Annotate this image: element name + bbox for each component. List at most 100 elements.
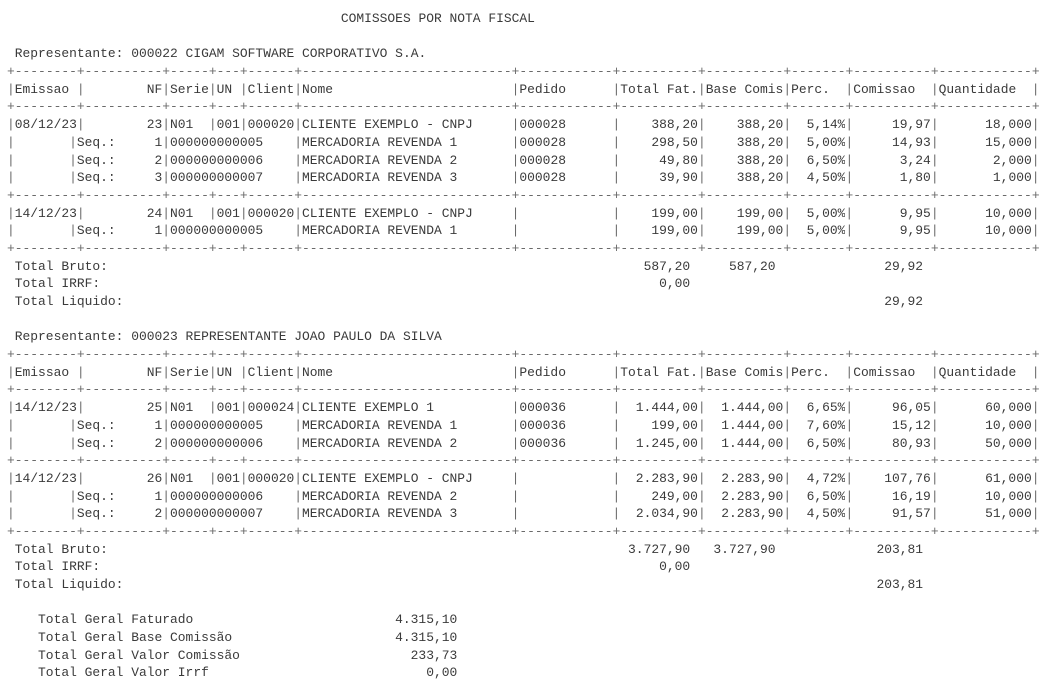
item-row: | |Seq.: 2|000000000006 |MERCADORIA REVEND… [7, 152, 1040, 170]
table-separator: +--------+----------+-----+---+------+--… [7, 452, 1040, 470]
table-border: | [612, 488, 621, 504]
table-border: | [612, 117, 621, 133]
table-border: | [511, 400, 520, 416]
table-border: | [845, 506, 854, 522]
item-perc: 5,00% [806, 223, 846, 239]
grand-total-row: Total Geral Base Comissão 4.315,10 [7, 629, 1040, 647]
table-border: | [612, 435, 621, 451]
item-pedido: 000028 [519, 170, 566, 186]
item-seq: 2 [154, 506, 163, 522]
table-separator: +--------+----------+-----+---+------+--… [7, 240, 1040, 258]
table-border: | [1031, 364, 1040, 380]
table-border: | [294, 205, 302, 221]
table-border: | [845, 134, 854, 150]
table-border: | [930, 400, 939, 416]
table-separator: +--------+----------+-----+---+------+--… [7, 63, 1040, 81]
invoice-emissao: 14/12/23 [14, 400, 77, 416]
item-base-comis: 1.444,00 [721, 435, 784, 451]
seq-label: Seq.: [76, 435, 116, 451]
table-border: | [845, 170, 854, 186]
table-border: | [7, 470, 15, 486]
seq-label: Seq.: [76, 134, 116, 150]
item-quantidade: 1,000 [992, 170, 1032, 186]
table-border: | [845, 364, 854, 380]
item-base-comis: 388,20 [736, 170, 784, 186]
table-border: | | [7, 223, 77, 239]
table-border: | [697, 223, 706, 239]
item-product-code: 000000000005 [170, 417, 264, 433]
column-header-comissao: Comissao [853, 81, 916, 97]
table-border: | [511, 435, 520, 451]
table-separator: +--------+----------+-----+---+------+--… [7, 98, 1040, 116]
table-border: | [783, 170, 792, 186]
invoice-nf: 24 [146, 205, 163, 221]
invoice-perc: 5,14% [806, 117, 846, 133]
table-border: | [783, 81, 792, 97]
table-border: +--------+----------+-----+---+------+--… [7, 347, 1040, 363]
item-perc: 4,50% [806, 170, 846, 186]
column-header-total-fat: Total Fat. [620, 81, 698, 97]
seq-label: Seq.: [76, 417, 116, 433]
column-header-client: Client [247, 81, 295, 97]
total-bruto-fat: 3.727,90 [628, 541, 691, 557]
item-quantidade: 2,000 [992, 152, 1032, 168]
total-bruto-base: 587,20 [728, 258, 776, 274]
invoice-serie: N01 [170, 400, 194, 416]
table-border: | [208, 81, 217, 97]
total-bruto-comissao: 29,92 [884, 258, 924, 274]
table-border: | [845, 152, 854, 168]
table-border: | [162, 205, 171, 221]
table-border: | [612, 506, 621, 522]
column-header-nf: NF [146, 81, 163, 97]
invoice-un: 001 [216, 470, 240, 486]
table-border: | [162, 81, 171, 97]
table-border: | [76, 205, 85, 221]
grand-total-row: Total Geral Valor Comissão 233,73 [7, 647, 1040, 665]
item-quantidade: 51,000 [985, 506, 1032, 522]
grand-total-label: Total Geral Valor Irrf [38, 665, 209, 681]
invoice-total-fat: 2.283,90 [635, 470, 698, 486]
table-border: | [76, 400, 85, 416]
item-comissao: 3,24 [899, 152, 931, 168]
item-product-code: 000000000006 [170, 488, 264, 504]
column-header-serie: Serie [170, 81, 209, 97]
table-border: | [612, 81, 621, 97]
table-border: | [783, 506, 792, 522]
invoice-nf: 25 [146, 400, 163, 416]
table-border: | [612, 470, 621, 486]
invoice-client: 000020 [247, 470, 295, 486]
grand-total-label: Total Geral Faturado [38, 612, 194, 628]
table-border: | [294, 470, 302, 486]
item-comissao: 14,93 [892, 134, 931, 150]
invoice-comissao: 96,05 [891, 400, 931, 416]
table-border: | [845, 223, 854, 239]
table-border: | [845, 488, 854, 504]
table-border: | [511, 488, 520, 504]
table-border: | [845, 435, 854, 451]
table-border: +--------+----------+-----+---+------+--… [7, 523, 1040, 539]
invoice-un: 001 [216, 117, 240, 133]
invoice-serie: N01 [170, 205, 194, 221]
representative-label: Representante: 000023 REPRESENTANTE JOAO… [14, 329, 442, 345]
table-border: | [1031, 81, 1040, 97]
item-nome: MERCADORIA REVENDA 3 [302, 506, 458, 522]
table-border: | [162, 488, 171, 504]
table-border: +--------+----------+-----+---+------+--… [7, 240, 1040, 256]
grand-total-label: Total Geral Valor Comissão [38, 647, 240, 663]
invoice-quantidade: 61,000 [985, 470, 1032, 486]
item-quantidade: 15,000 [985, 134, 1032, 150]
item-seq: 1 [154, 223, 163, 239]
table-border: | [294, 488, 303, 504]
table-header-row: |Emissao | NF|Serie|UN |Client|Nome |Pedido |… [7, 364, 1040, 382]
seq-label: Seq.: [76, 223, 116, 239]
item-row: | |Seq.: 3|000000000007 |MERCADORIA REVEND… [7, 169, 1040, 187]
table-border: | [162, 470, 171, 486]
table-border: | [783, 435, 792, 451]
invoice-total-fat: 199,00 [651, 205, 698, 221]
item-nome: MERCADORIA REVENDA 1 [302, 417, 458, 433]
total-bruto-fat: 587,20 [643, 258, 691, 274]
table-border: | [511, 117, 520, 133]
table-border: | [1031, 205, 1040, 221]
item-comissao: 15,12 [892, 417, 931, 433]
table-border: | [162, 506, 171, 522]
